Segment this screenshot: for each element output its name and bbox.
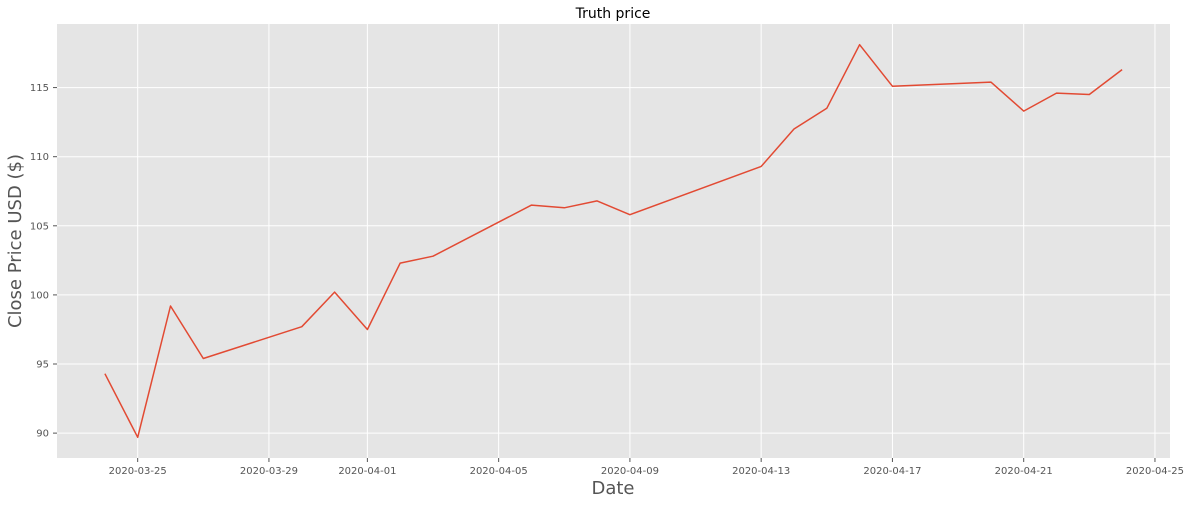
y-tick-label: 115 <box>30 83 49 94</box>
x-tick-label: 2020-03-25 <box>109 466 167 477</box>
x-tick-label: 2020-04-05 <box>470 466 528 477</box>
y-tick-label: 110 <box>30 152 49 163</box>
x-tick-label: 2020-04-09 <box>601 466 659 477</box>
grid-lines <box>57 24 1170 458</box>
x-tick-label: 2020-04-25 <box>1126 466 1184 477</box>
plot-area <box>57 24 1170 458</box>
x-axis-label: Date <box>591 478 634 499</box>
x-tick-label: 2020-04-21 <box>995 466 1053 477</box>
y-tick-label: 95 <box>36 360 49 371</box>
axis-ticks: 2020-03-25 2020-03-29 2020-04-01 2020-04-05… <box>30 83 1184 477</box>
series-line <box>104 43 1123 439</box>
x-tick-label: 2020-03-29 <box>240 466 298 477</box>
y-tick-label: 100 <box>30 290 49 301</box>
x-tick-label: 2020-04-13 <box>732 466 790 477</box>
y-axis-label: Close Price USD ($) <box>5 154 26 328</box>
chart-title: Truth price <box>575 6 651 22</box>
y-tick-label: 105 <box>30 221 49 232</box>
x-tick-label: 2020-04-17 <box>863 466 921 477</box>
y-tick-label: 90 <box>36 429 49 440</box>
x-tick-label: 2020-04-01 <box>338 466 396 477</box>
